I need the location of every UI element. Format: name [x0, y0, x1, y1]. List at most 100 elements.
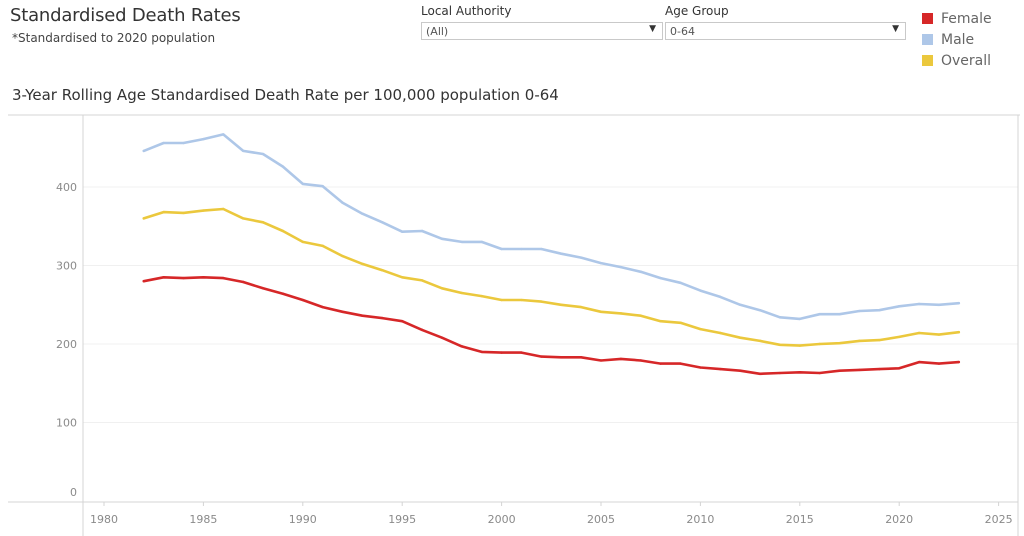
local-authority-dropdown[interactable]: (All) ▼ — [421, 22, 663, 40]
data-point-overall[interactable] — [758, 339, 762, 343]
data-point-male[interactable] — [659, 276, 662, 280]
data-point-female[interactable] — [321, 305, 324, 309]
data-point-male[interactable] — [261, 152, 265, 156]
data-point-overall[interactable] — [639, 314, 642, 317]
data-point-overall[interactable] — [560, 303, 563, 306]
data-point-overall[interactable] — [798, 344, 801, 347]
data-point-female[interactable] — [142, 280, 145, 283]
data-point-overall[interactable] — [599, 310, 603, 314]
data-point-male[interactable] — [758, 309, 762, 312]
data-point-female[interactable] — [599, 359, 603, 362]
data-point-male[interactable] — [679, 281, 682, 284]
data-point-overall[interactable] — [520, 298, 523, 302]
data-point-male[interactable] — [798, 317, 801, 321]
data-point-overall[interactable] — [182, 211, 185, 215]
data-point-overall[interactable] — [281, 229, 285, 233]
data-point-male[interactable] — [401, 230, 404, 233]
data-point-male[interactable] — [599, 261, 603, 265]
data-point-overall[interactable] — [460, 291, 464, 295]
data-point-overall[interactable] — [341, 254, 344, 258]
data-point-overall[interactable] — [241, 217, 245, 220]
data-point-female[interactable] — [937, 362, 941, 365]
data-point-male[interactable] — [182, 141, 185, 145]
data-point-male[interactable] — [898, 305, 901, 308]
data-point-male[interactable] — [202, 137, 205, 141]
data-point-male[interactable] — [162, 141, 165, 145]
data-point-overall[interactable] — [440, 287, 444, 290]
data-point-male[interactable] — [719, 295, 722, 299]
data-point-female[interactable] — [540, 355, 543, 358]
data-point-female[interactable] — [381, 316, 384, 320]
data-point-male[interactable] — [241, 149, 245, 153]
data-point-female[interactable] — [579, 356, 583, 359]
data-point-female[interactable] — [222, 276, 225, 280]
data-point-female[interactable] — [878, 367, 881, 371]
data-point-overall[interactable] — [937, 333, 941, 336]
data-point-overall[interactable] — [162, 210, 165, 214]
data-point-female[interactable] — [679, 362, 682, 365]
data-point-male[interactable] — [301, 182, 304, 186]
legend-item-male[interactable]: Male — [922, 29, 992, 50]
data-point-female[interactable] — [619, 357, 623, 361]
data-point-male[interactable] — [639, 270, 642, 273]
data-point-male[interactable] — [341, 201, 344, 204]
legend-item-overall[interactable]: Overall — [922, 50, 992, 71]
data-point-overall[interactable] — [957, 331, 961, 334]
data-point-female[interactable] — [500, 351, 503, 354]
data-point-overall[interactable] — [917, 331, 921, 335]
data-point-female[interactable] — [401, 320, 404, 323]
data-point-male[interactable] — [579, 256, 583, 259]
data-point-female[interactable] — [241, 280, 245, 284]
age-group-dropdown[interactable]: 0-64 ▼ — [665, 22, 906, 40]
data-point-female[interactable] — [420, 328, 424, 332]
data-point-female[interactable] — [738, 369, 742, 372]
data-point-male[interactable] — [619, 265, 623, 269]
data-point-overall[interactable] — [381, 269, 384, 272]
data-point-male[interactable] — [142, 149, 145, 153]
data-point-overall[interactable] — [719, 331, 722, 335]
data-point-female[interactable] — [261, 287, 265, 290]
data-point-female[interactable] — [281, 292, 285, 295]
data-point-female[interactable] — [361, 314, 364, 317]
data-point-female[interactable] — [957, 360, 961, 364]
data-point-male[interactable] — [480, 240, 483, 244]
data-point-male[interactable] — [838, 312, 841, 316]
data-point-overall[interactable] — [778, 343, 782, 346]
data-point-female[interactable] — [560, 356, 563, 359]
data-point-female[interactable] — [440, 336, 444, 339]
data-point-male[interactable] — [878, 309, 881, 312]
series-line-male[interactable] — [142, 133, 961, 321]
data-point-male[interactable] — [778, 316, 782, 319]
data-point-female[interactable] — [838, 369, 841, 372]
data-point-male[interactable] — [381, 221, 384, 224]
data-point-female[interactable] — [639, 359, 642, 362]
data-point-female[interactable] — [162, 276, 165, 279]
data-point-male[interactable] — [321, 185, 324, 188]
data-point-overall[interactable] — [579, 305, 583, 309]
data-point-male[interactable] — [222, 133, 225, 136]
data-point-overall[interactable] — [361, 262, 364, 266]
data-point-female[interactable] — [758, 372, 762, 376]
data-point-female[interactable] — [898, 367, 901, 370]
data-point-male[interactable] — [818, 312, 821, 316]
data-point-female[interactable] — [719, 367, 722, 371]
data-point-overall[interactable] — [480, 294, 483, 298]
data-point-overall[interactable] — [420, 279, 424, 282]
data-point-female[interactable] — [917, 360, 921, 364]
series-line-female[interactable] — [142, 275, 961, 376]
data-point-female[interactable] — [182, 276, 185, 280]
data-point-male[interactable] — [738, 303, 742, 306]
data-point-overall[interactable] — [619, 312, 623, 315]
data-point-male[interactable] — [500, 247, 503, 251]
legend-item-female[interactable]: Female — [922, 8, 992, 29]
data-point-overall[interactable] — [659, 320, 662, 323]
data-point-male[interactable] — [520, 247, 523, 251]
data-point-overall[interactable] — [838, 342, 841, 345]
data-point-male[interactable] — [460, 240, 464, 244]
series-line-overall[interactable] — [142, 207, 961, 347]
data-point-female[interactable] — [301, 298, 304, 302]
data-point-female[interactable] — [202, 276, 205, 279]
data-point-overall[interactable] — [202, 209, 205, 212]
data-point-male[interactable] — [937, 303, 941, 306]
data-point-male[interactable] — [560, 252, 563, 255]
